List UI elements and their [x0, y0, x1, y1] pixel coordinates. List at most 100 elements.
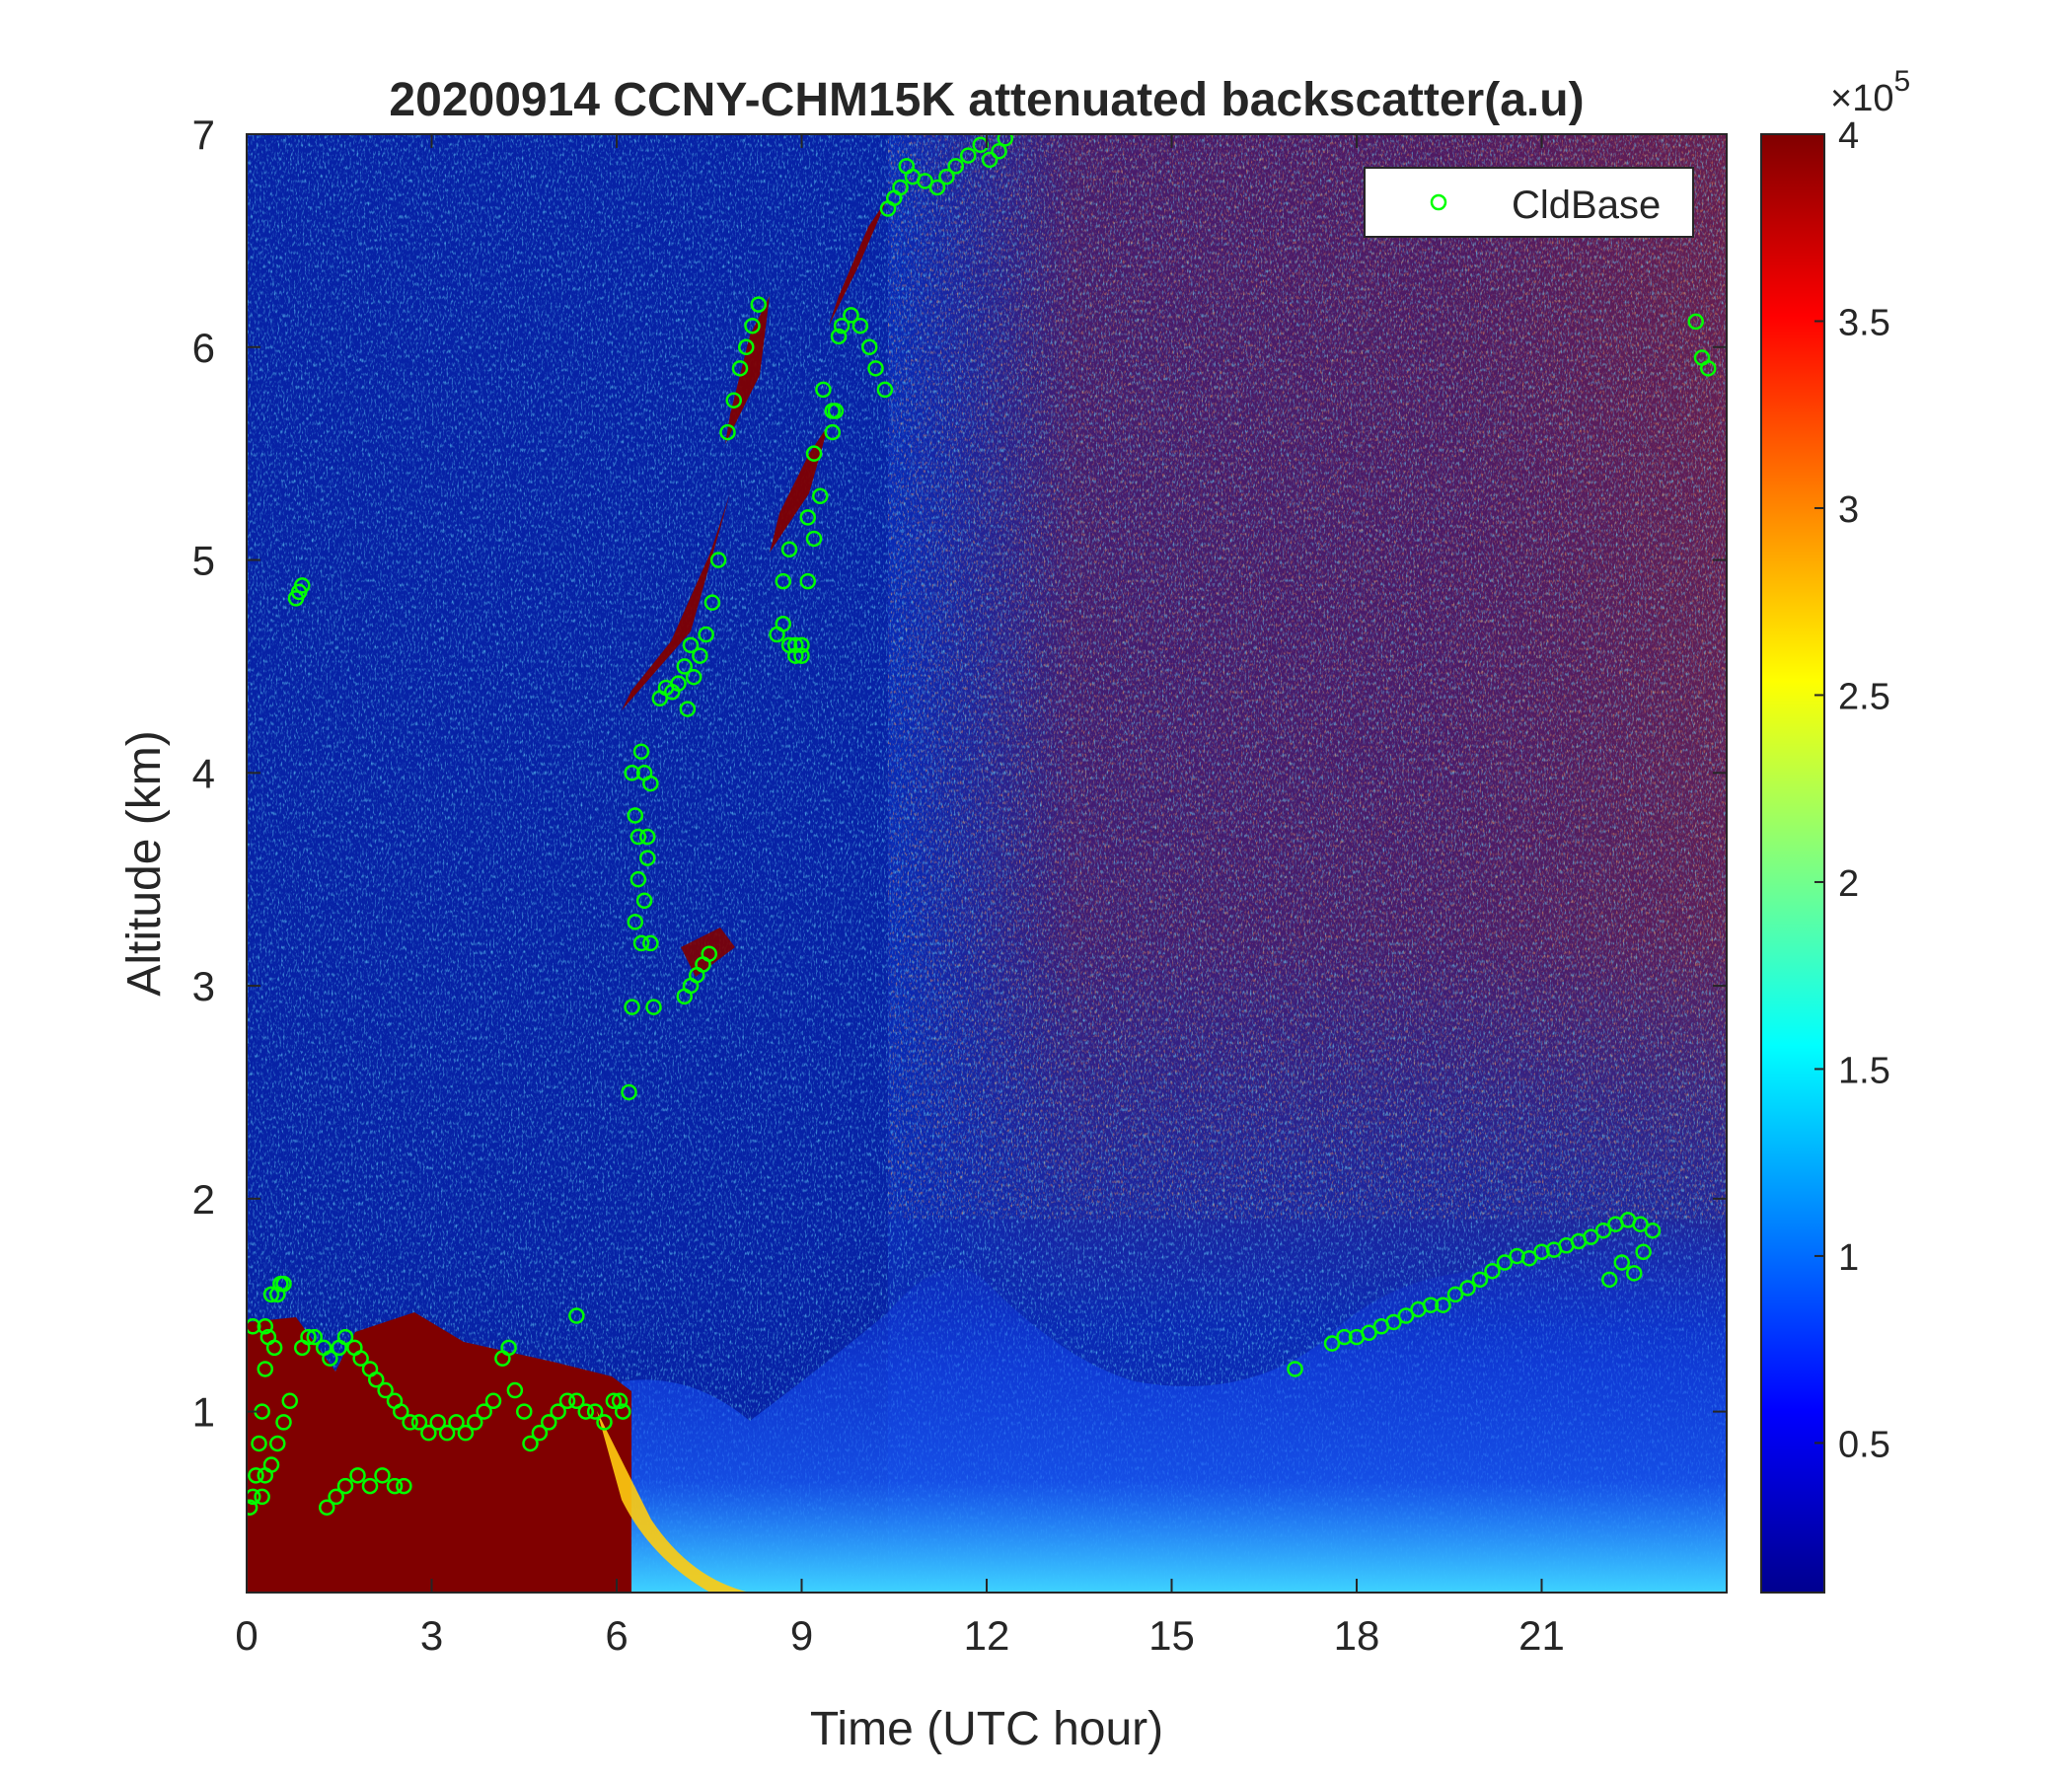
cldbase-point: [611, 1392, 629, 1410]
cldbase-point: [410, 1414, 428, 1431]
cldbase-point: [568, 1307, 585, 1324]
cldbase-point: [1626, 1265, 1643, 1282]
cldbase-point: [624, 765, 640, 781]
colorbar-tick-label: 1: [1838, 1237, 1859, 1279]
cldbase-point: [247, 1499, 259, 1516]
cldbase-point: [257, 1318, 273, 1335]
cldbase-point: [703, 594, 721, 611]
cldbase-point: [500, 1339, 517, 1357]
cldbase-point: [719, 423, 736, 441]
cldbase-point: [396, 1477, 412, 1495]
cldbase-point: [448, 1414, 465, 1431]
cldbase-point: [336, 1477, 354, 1495]
cldbase-point: [701, 945, 717, 962]
cldbase-point: [635, 892, 653, 910]
colorbar-multiplier-exponent: 5: [1893, 65, 1910, 98]
cldbase-point: [793, 636, 810, 654]
cldbase-point: [615, 1403, 631, 1420]
cldbase-point: [349, 1467, 366, 1484]
cldbase-point: [670, 675, 687, 692]
cldbase-point: [642, 775, 659, 792]
colorbar-multiplier-base: ×10: [1830, 78, 1893, 119]
cldbase-point: [815, 381, 832, 399]
cldbase-point: [522, 1435, 539, 1452]
cldbase-point: [1687, 313, 1704, 331]
cldbase-point: [269, 1435, 286, 1452]
cldbase-point: [709, 552, 727, 568]
y-tick-label: 7: [192, 111, 215, 158]
cldbase-point: [793, 647, 810, 664]
cldbase-point: [629, 870, 647, 888]
cldbase-point: [1323, 1335, 1341, 1352]
cldbase-point: [1459, 1280, 1476, 1297]
cldbase-point: [368, 1371, 385, 1388]
cldbase-point: [1594, 1222, 1612, 1239]
legend-box: [1364, 167, 1694, 238]
cldbase-point: [738, 338, 755, 356]
y-tick-label: 5: [192, 538, 215, 584]
cldbase-point: [679, 701, 697, 717]
heatmap-cloud-streak: [829, 197, 888, 326]
cldbase-point: [682, 636, 700, 654]
cldbase-point: [824, 423, 841, 441]
y-tick-label: 3: [192, 963, 215, 1009]
cldbase-point: [1471, 1271, 1489, 1289]
cldbase-point: [917, 173, 933, 189]
cldbase-point: [265, 1339, 283, 1357]
heatmap-cloud-streak: [770, 424, 829, 553]
cldbase-point: [275, 1414, 292, 1431]
cldbase-point: [1635, 1243, 1652, 1261]
colorbar-tick-label: 3.5: [1838, 302, 1890, 343]
cldbase-point: [262, 1456, 280, 1473]
cldbase-point: [627, 807, 643, 824]
colorbar-tick-label: 4: [1838, 115, 1859, 157]
cldbase-point: [725, 392, 742, 408]
cldbase-point: [938, 168, 955, 186]
cldbase-point: [833, 317, 851, 334]
cldbase-point: [775, 616, 791, 632]
colorbar-gradient: [1761, 134, 1824, 1593]
heatmap-ground-layer: [592, 1480, 1727, 1593]
heatmap-speckle-red: [888, 134, 1727, 1220]
cldbase-point: [262, 1286, 280, 1303]
heatmap-night-aerosol: [247, 1312, 631, 1593]
cldbase-point: [624, 999, 640, 1015]
cldbase-point: [319, 1499, 335, 1516]
cldbase-point: [467, 1414, 483, 1431]
cldbase-point: [805, 445, 823, 462]
cldbase-point: [322, 1350, 338, 1367]
heatmap-cloud-streak: [681, 928, 735, 977]
cldbase-point: [420, 1424, 437, 1442]
x-axis-label: Time (UTC hour): [810, 1703, 1163, 1755]
cldbase-point: [1397, 1307, 1415, 1324]
cldbase-point: [558, 1392, 576, 1410]
cldbase-point: [1601, 1271, 1618, 1289]
legend-marker-cldbase: [1430, 193, 1447, 211]
cldbase-point: [336, 1328, 354, 1346]
cldbase-point: [981, 151, 999, 169]
colorbar-frame: [1760, 133, 1825, 1594]
cldbase-point: [731, 360, 749, 377]
cldbase-point: [247, 1318, 261, 1335]
cldbase-point: [698, 626, 714, 643]
cldbase-point: [300, 1328, 317, 1346]
cldbase-point: [476, 1403, 492, 1420]
cldbase-point: [516, 1403, 533, 1420]
cldbase-point: [506, 1381, 524, 1399]
cldbase-point: [374, 1467, 391, 1484]
cldbase-point: [632, 743, 650, 760]
y-tick-label: 2: [192, 1176, 215, 1223]
cldbase-point: [393, 1403, 409, 1420]
colorbar-multiplier: ×105: [1830, 65, 1910, 119]
cldbase-point: [361, 1477, 379, 1495]
cldbase-point: [251, 1435, 267, 1452]
y-axis: 1 2 3 4 5 6 7: [192, 111, 1727, 1436]
x-tick-label: 0: [235, 1612, 258, 1659]
cldbase-point: [830, 328, 848, 345]
cldbase-point: [531, 1424, 549, 1442]
cldbase-point: [294, 577, 311, 594]
chart-title: 20200914 CCNY-CHM15K attenuated backscat…: [389, 74, 1584, 126]
cldbase-point: [629, 828, 647, 846]
cldbase-point: [997, 134, 1013, 147]
